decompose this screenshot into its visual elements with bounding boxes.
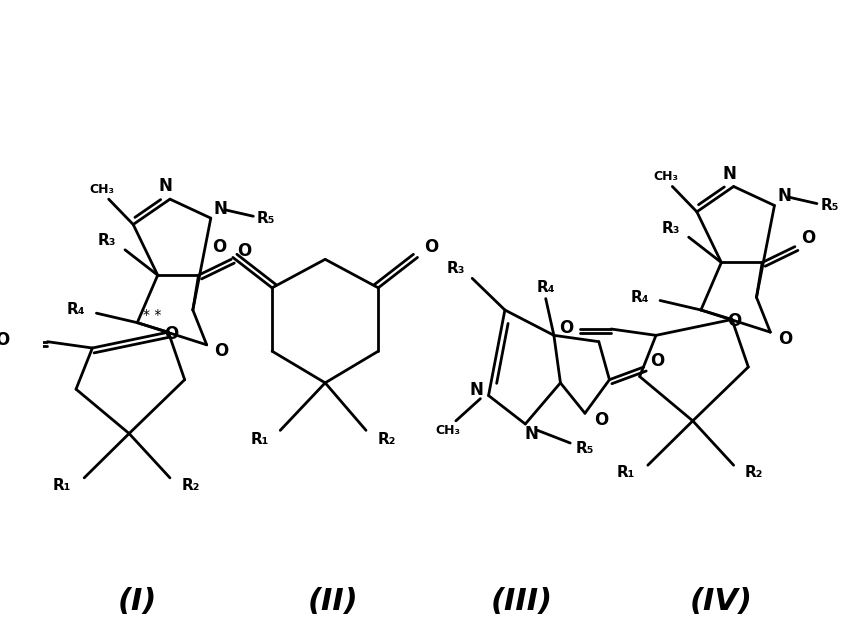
Text: N: N	[214, 199, 228, 218]
Text: R₂: R₂	[181, 478, 199, 493]
Text: O: O	[559, 319, 573, 337]
Text: O: O	[237, 242, 251, 260]
Text: (III): (III)	[490, 587, 552, 616]
Text: CH₃: CH₃	[653, 171, 678, 183]
Text: R₂: R₂	[377, 433, 395, 447]
Text: * *: * *	[142, 308, 161, 322]
Text: O: O	[0, 332, 9, 350]
Text: O: O	[728, 312, 741, 330]
Text: CH₃: CH₃	[90, 183, 115, 196]
Text: N: N	[159, 178, 173, 196]
Text: R₄: R₄	[630, 290, 649, 305]
Text: R₂: R₂	[745, 465, 763, 481]
Text: N: N	[525, 424, 539, 443]
Text: R₄: R₄	[537, 281, 555, 295]
Text: CH₃: CH₃	[435, 424, 460, 437]
Text: N: N	[469, 381, 483, 399]
Text: N: N	[722, 165, 736, 183]
Text: O: O	[164, 325, 178, 343]
Text: O: O	[801, 229, 815, 247]
Text: (IV): (IV)	[690, 587, 753, 616]
Text: R₁: R₁	[616, 465, 635, 481]
Text: R₅: R₅	[257, 211, 275, 226]
Text: R₅: R₅	[576, 440, 595, 456]
Text: O: O	[425, 238, 438, 256]
Text: O: O	[214, 342, 229, 360]
Text: O: O	[594, 411, 608, 429]
Text: R₁: R₁	[53, 478, 72, 493]
Text: O: O	[211, 238, 226, 256]
Text: R₃: R₃	[447, 261, 465, 276]
Text: R₃: R₃	[661, 221, 680, 236]
Text: O: O	[778, 330, 792, 348]
Text: N: N	[778, 187, 791, 205]
Text: (II): (II)	[308, 587, 359, 616]
Text: R₁: R₁	[250, 433, 269, 447]
Text: R₃: R₃	[98, 233, 117, 249]
Text: O: O	[650, 351, 664, 370]
Text: (I): (I)	[117, 587, 157, 616]
Text: R₅: R₅	[821, 198, 839, 213]
Text: R₄: R₄	[66, 302, 85, 318]
